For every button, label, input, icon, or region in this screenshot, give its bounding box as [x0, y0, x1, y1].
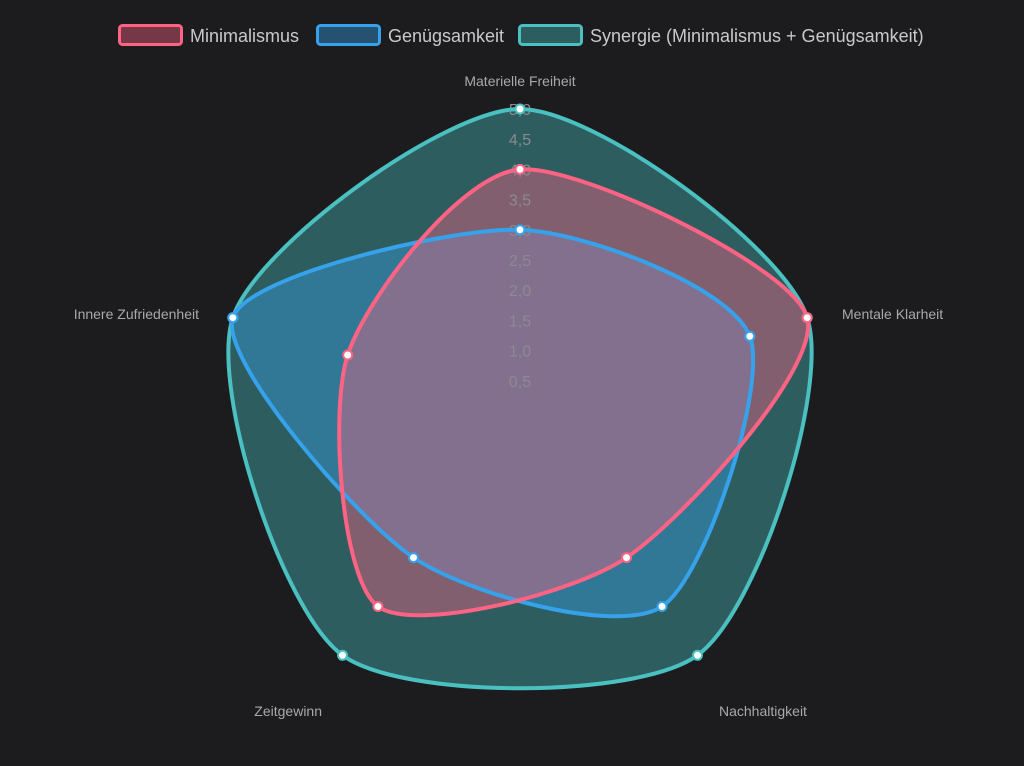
tick-label: 1,5 [509, 313, 531, 330]
legend-label: Minimalismus [190, 26, 299, 46]
legend-swatch [118, 24, 183, 46]
data-point-synergie-minimalismus-gen-gsamkeit[interactable] [514, 103, 526, 115]
legend-item-minimalismus[interactable]: Minimalismus [118, 24, 300, 47]
legend-swatch [316, 24, 381, 46]
legend-swatch [518, 24, 583, 46]
series-line-synergie-minimalismus-gen-gsamkeit [226, 107, 814, 691]
data-point-minimalismus[interactable] [372, 601, 384, 612]
axis-label-materielle-freiheit: Materielle Freiheit [464, 73, 575, 89]
series-points [227, 103, 813, 661]
series-line-minimalismus [337, 167, 811, 618]
data-point-synergie-minimalismus-gen-gsamkeit[interactable] [337, 649, 348, 661]
tick-label: 3,5 [509, 193, 531, 210]
tick-label: 0,5 [509, 374, 531, 391]
series-lines [226, 107, 814, 691]
data-point-synergie-minimalismus-gen-gsamkeit[interactable] [692, 649, 703, 661]
legend-item-gen-gsamkeit[interactable]: Genügsamkeit [316, 24, 505, 47]
data-point-minimalismus[interactable] [801, 312, 813, 324]
data-point-gen-gsamkeit[interactable] [514, 224, 526, 236]
axis-label-nachhaltigkeit: Nachhaltigkeit [719, 703, 807, 719]
series-line-gen-gsamkeit [229, 227, 756, 619]
data-point-gen-gsamkeit[interactable] [656, 601, 668, 612]
tick-label: 1,0 [509, 344, 531, 361]
legend-item-synergie-minimalismus-gen-gsamkeit[interactable]: Synergie (Minimalismus + Genügsamkeit) [518, 24, 924, 47]
legend-label: Genügsamkeit [388, 26, 504, 46]
legend-label: Synergie (Minimalismus + Genügsamkeit) [590, 26, 924, 46]
tick-label: 2,5 [509, 253, 531, 270]
axis-label-zeitgewinn: Zeitgewinn [254, 703, 322, 719]
data-point-minimalismus[interactable] [342, 349, 354, 361]
axis-label-mentale-klarheit: Mentale Klarheit [842, 306, 943, 322]
data-point-gen-gsamkeit[interactable] [408, 552, 419, 564]
series-area-minimalismus [339, 169, 809, 616]
tick-label: 2,0 [509, 283, 531, 300]
data-point-gen-gsamkeit[interactable] [227, 312, 239, 324]
data-point-gen-gsamkeit[interactable] [744, 330, 756, 342]
axis-labels: Materielle Freiheit Mentale Klarheit Nachh… [74, 73, 944, 719]
legend: Minimalismus Genügsamkeit Synergie (Minima… [118, 24, 924, 47]
data-point-minimalismus[interactable] [621, 552, 632, 564]
data-point-minimalismus[interactable] [514, 163, 526, 175]
tick-label: 4,5 [509, 132, 531, 149]
axis-label-innere-zufriedenheit: Innere Zufriedenheit [74, 306, 199, 322]
